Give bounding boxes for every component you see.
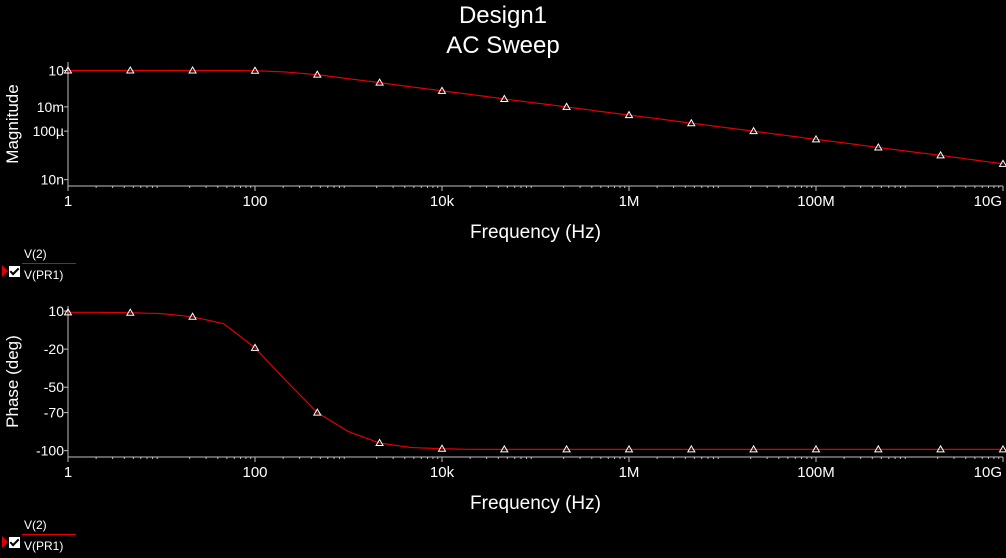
magnitude-plot-trace [68,71,1003,164]
legend-trace-line [22,534,76,535]
y-tick-label: 10n [41,172,64,188]
legend-series-label-bottom: V(PR1) [24,268,63,282]
magnitude-plot-x-axis-label: Frequency (Hz) [470,222,601,243]
y-tick-label: 10 [48,62,64,78]
x-tick-label: 1M [619,464,640,481]
y-tick-label: -50 [44,379,64,395]
legend-checkbox-icon[interactable] [9,266,20,277]
y-tick-label: 100µ [33,123,64,139]
x-tick-label: 1 [64,464,72,481]
y-tick-label: -100 [36,443,64,459]
legend-magnitude[interactable]: V(2) V(PR1) [0,247,80,287]
legend-trace-line [22,263,76,264]
legend-marker-icon [2,265,8,277]
legend-checkbox-icon[interactable] [9,537,20,548]
y-tick-label: 10 [48,303,64,319]
magnitude-plot-y-axis-label: Magnitude [3,84,22,163]
legend-series-label-bottom: V(PR1) [24,539,63,553]
x-tick-label: 10k [430,193,455,210]
phase-plot-trace [68,312,1003,449]
x-tick-label: 10G [974,464,1002,481]
legend-series-label-top: V(2) [24,247,47,261]
x-tick-label: 1 [64,193,72,210]
legend-phase[interactable]: V(2) V(PR1) [0,518,80,558]
legend-series-label-top: V(2) [24,518,47,532]
x-tick-label: 100 [242,193,267,210]
phase-plot-y-axis-label: Phase (deg) [3,335,22,428]
x-tick-label: 10k [430,464,455,481]
x-tick-label: 10G [974,193,1002,210]
x-tick-label: 100M [797,464,835,481]
y-tick-label: 10m [37,99,64,115]
legend-marker-icon [2,536,8,548]
y-tick-label: -20 [44,341,64,357]
x-tick-label: 100 [242,464,267,481]
x-tick-label: 1M [619,193,640,210]
y-tick-label: -70 [44,405,64,421]
phase-plot-x-axis-label: Frequency (Hz) [470,493,601,514]
x-tick-label: 100M [797,193,835,210]
